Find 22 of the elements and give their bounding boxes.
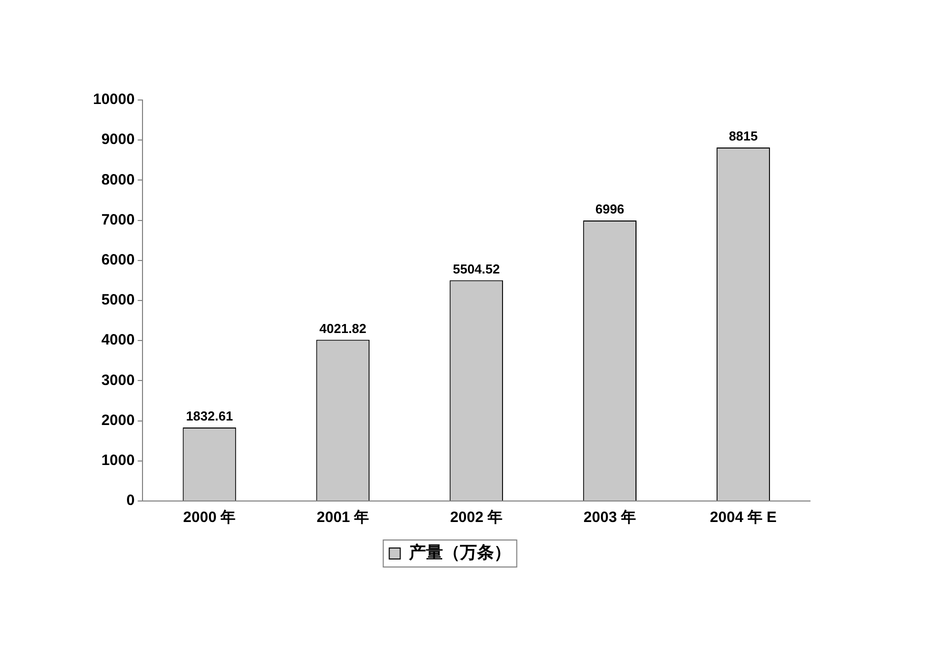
y-tick-label: 9000 (101, 131, 135, 148)
y-tick-label: 8000 (101, 171, 135, 188)
data-label: 4021.82 (319, 320, 366, 336)
x-tick-label: 2003 年 (584, 509, 636, 526)
y-tick-label: 1000 (101, 452, 135, 470)
x-tick-label: 2004 年 E (710, 509, 777, 526)
x-tick-label: 2000 年 (183, 509, 236, 526)
y-tick-label: 5000 (101, 292, 135, 309)
data-label: 1832.61 (186, 408, 233, 424)
x-tick-label: 2002 年 (450, 509, 503, 526)
data-label: 5504.52 (452, 261, 500, 276)
y-tick-label: 0 (126, 492, 135, 510)
y-tick-label: 10000 (92, 91, 135, 108)
y-tick-label: 2000 (101, 412, 135, 429)
y-tick-label: 4000 (101, 332, 135, 349)
data-label: 6996 (595, 202, 624, 217)
y-tick-label: 3000 (101, 372, 135, 389)
x-tick-label: 2001 年 (316, 509, 370, 526)
data-label: 8815 (728, 128, 758, 144)
y-tick-label: 6000 (101, 252, 135, 269)
y-tick-label: 7000 (101, 211, 135, 228)
legend-label: 产量（万条） (408, 543, 511, 562)
